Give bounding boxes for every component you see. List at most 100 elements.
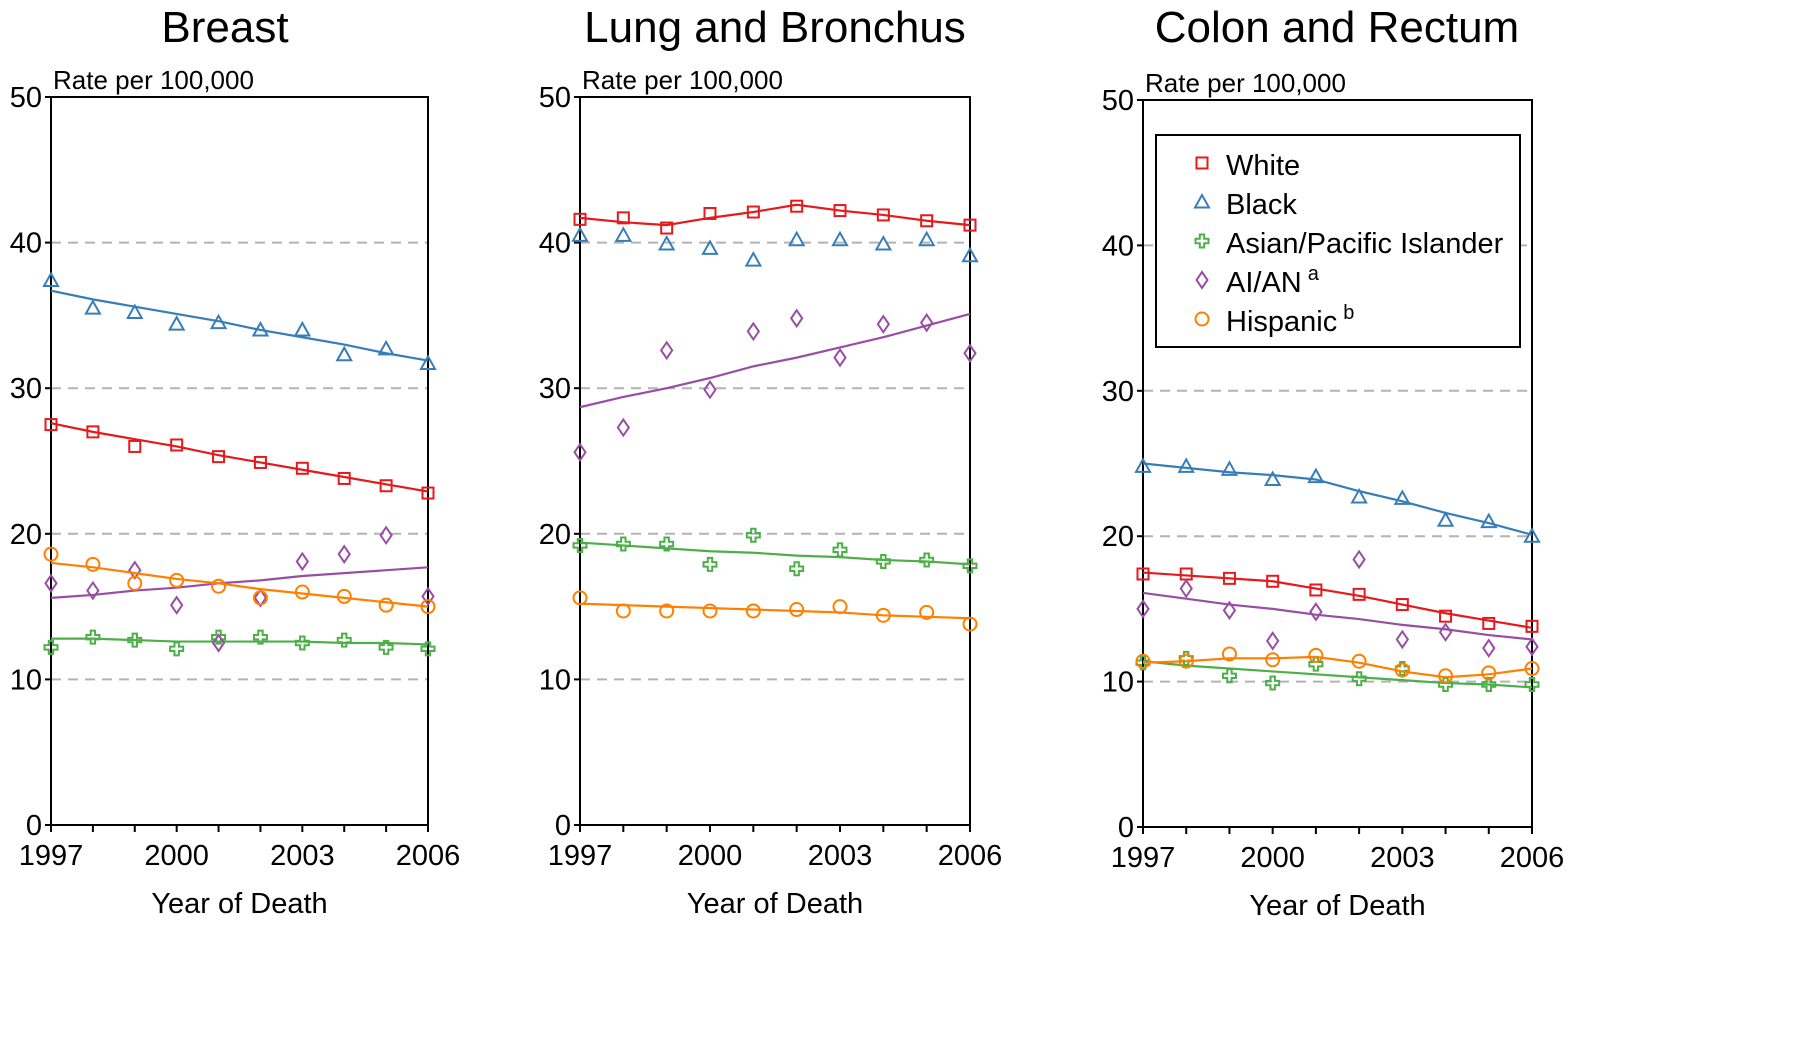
legend-label-text: AI/AN — [1226, 267, 1302, 299]
data-point-hispanic — [1394, 662, 1410, 678]
x-tick-label: 2006 — [938, 840, 1003, 872]
legend-label-text: Black — [1226, 189, 1297, 221]
data-point-ai-an — [337, 544, 351, 564]
data-point-ai-an — [919, 312, 934, 333]
legend-label: Asian/Pacific Islander — [1226, 228, 1504, 260]
trend-line-white — [579, 203, 971, 227]
data-point-hispanic — [572, 590, 588, 606]
data-point-asian-pacific-islander — [789, 561, 805, 577]
chart-panel-breast: Breast Rate per 100,000 0 10 20 30 40 50 1997 200… — [10, 3, 461, 920]
data-point-asian-pacific-islander — [615, 536, 631, 552]
panel-title: Breast — [161, 3, 288, 52]
data-point-black — [335, 345, 353, 362]
data-point-asian-pacific-islander — [919, 552, 935, 568]
data-point-black — [1177, 457, 1195, 473]
data-point-hispanic — [615, 603, 631, 619]
data-point-asian-pacific-islander — [875, 553, 891, 569]
data-point-white — [1136, 567, 1150, 581]
legend-footnote-marker: a — [1308, 263, 1320, 285]
data-point-hispanic — [85, 556, 101, 572]
data-point-asian-pacific-islander — [745, 527, 761, 543]
legend-label-text: White — [1226, 150, 1300, 182]
data-point-asian-pacific-islander — [127, 632, 143, 648]
data-point-ai-an — [1525, 636, 1539, 657]
data-point-black — [1307, 467, 1325, 484]
data-point-hispanic — [294, 584, 310, 600]
data-point-asian-pacific-islander — [659, 536, 675, 552]
data-point-hispanic — [1135, 653, 1151, 669]
trend-line-hispanic — [50, 561, 429, 608]
data-point-hispanic — [1221, 646, 1237, 662]
data-point-asian-pacific-islander — [211, 629, 227, 645]
data-point-ai-an — [1309, 602, 1323, 622]
data-point-black — [293, 320, 312, 337]
series-white — [573, 199, 977, 235]
x-tick-label: 2000 — [144, 840, 209, 872]
data-point-black — [744, 251, 763, 267]
y-tick-label: 40 — [10, 228, 42, 260]
data-point-asian-pacific-islander — [1481, 677, 1497, 693]
plot-frame — [50, 96, 429, 826]
data-point-white — [703, 206, 717, 220]
y-tick-label: 0 — [555, 810, 571, 842]
x-tick-label: 2003 — [1370, 842, 1435, 874]
data-point-ai-an — [1352, 549, 1366, 570]
series-hispanic — [43, 546, 436, 615]
y-axis-label: Rate per 100,000 — [53, 65, 254, 95]
data-point-white — [44, 418, 58, 432]
series-ai-an — [1136, 549, 1539, 658]
y-tick-label: 50 — [539, 82, 571, 114]
data-point-black — [209, 313, 228, 330]
data-point-black — [787, 230, 806, 247]
legend-marker-ai-an — [1195, 270, 1209, 290]
data-point-hispanic — [1308, 647, 1324, 663]
data-point-white — [170, 438, 184, 452]
y-tick-label: 10 — [1102, 667, 1134, 699]
data-point-white — [616, 211, 630, 225]
x-axis-label: Year of Death — [151, 888, 327, 920]
x-tick-label: 2006 — [396, 840, 461, 872]
data-point-black — [1263, 470, 1282, 486]
data-point-asian-pacific-islander — [294, 635, 310, 651]
trend-line-ai-an — [579, 312, 971, 409]
y-tick-label: 20 — [1102, 521, 1134, 553]
data-point-black — [1220, 460, 1239, 476]
data-point-hispanic — [420, 599, 436, 615]
data-point-hispanic — [252, 590, 268, 606]
data-point-hispanic — [702, 603, 718, 619]
series-asian-pacific-islander — [1135, 650, 1540, 693]
data-point-white — [379, 479, 393, 493]
y-tick-label: 50 — [1102, 85, 1134, 117]
legend-item-asian-pacific-islander: Asian/Pacific Islander — [1194, 228, 1504, 260]
series-asian-pacific-islander — [572, 527, 978, 577]
panel-title: Lung and Bronchus — [584, 3, 966, 52]
data-point-black — [874, 235, 893, 251]
data-point-hispanic — [336, 588, 352, 604]
data-point-ai-an — [1395, 629, 1410, 650]
data-point-ai-an — [1482, 638, 1496, 658]
trend-line-asian-pacific-islander — [51, 637, 429, 646]
trend-line-ai-an — [50, 566, 429, 599]
series-hispanic — [572, 590, 978, 632]
data-point-ai-an — [616, 417, 631, 438]
data-point-white — [1352, 587, 1366, 601]
series-white — [44, 418, 435, 500]
data-point-black — [961, 246, 979, 263]
series-asian-pacific-islander — [43, 629, 436, 657]
data-point-black — [126, 303, 144, 319]
data-point-black — [1393, 489, 1412, 505]
data-point-white — [790, 199, 804, 213]
legend-label: Hispanic b — [1226, 302, 1354, 338]
legend-marker-hispanic — [1194, 311, 1210, 327]
data-point-white — [253, 455, 267, 469]
y-tick-label: 10 — [539, 664, 571, 696]
data-point-black — [1523, 527, 1541, 543]
data-point-black — [1480, 512, 1498, 529]
y-tick-label: 40 — [539, 228, 571, 260]
data-point-white — [963, 218, 977, 232]
data-point-ai-an — [659, 340, 674, 361]
y-axis-label: Rate per 100,000 — [1145, 68, 1346, 98]
chart-panel-lung-and-bronchus: Lung and Bronchus Rate per 100,000 0 10 20 30… — [539, 3, 1003, 920]
data-point-asian-pacific-islander — [1524, 677, 1540, 693]
